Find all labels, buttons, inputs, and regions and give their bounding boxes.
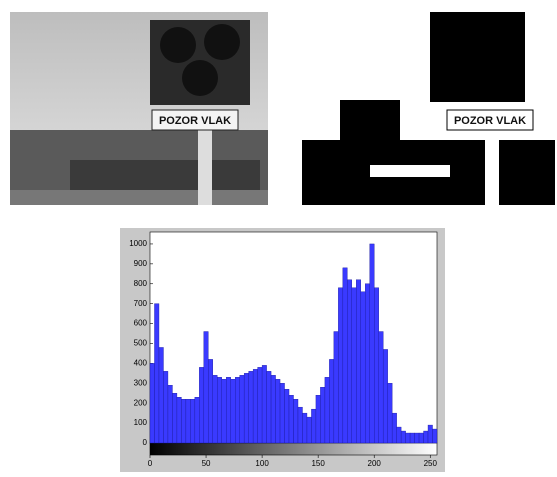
bar xyxy=(208,359,212,443)
bar xyxy=(374,288,378,443)
bar xyxy=(298,407,302,443)
bar xyxy=(356,280,360,443)
sign-text: POZOR VLAK xyxy=(159,115,231,127)
bar xyxy=(150,363,154,443)
bar xyxy=(172,393,176,443)
bar xyxy=(352,288,356,443)
bar xyxy=(177,397,181,443)
bar xyxy=(204,332,208,443)
bar xyxy=(361,292,365,443)
bar xyxy=(181,399,185,443)
bar xyxy=(379,332,383,443)
bar xyxy=(213,375,217,443)
bar xyxy=(226,377,230,443)
bar xyxy=(163,371,167,443)
bar xyxy=(231,379,235,443)
bar xyxy=(320,387,324,443)
bar xyxy=(258,367,262,443)
bar xyxy=(433,429,437,443)
y-tick-label: 100 xyxy=(134,418,148,427)
bar xyxy=(294,399,298,443)
bar xyxy=(267,371,271,443)
bar xyxy=(285,389,289,443)
sign-text: POZOR VLAK xyxy=(454,115,526,127)
bar xyxy=(428,425,432,443)
bar xyxy=(271,375,275,443)
y-tick-label: 600 xyxy=(134,319,148,328)
bar xyxy=(307,417,311,443)
bar xyxy=(410,433,414,443)
bar xyxy=(401,431,405,443)
bar xyxy=(199,367,203,443)
y-tick-label: 900 xyxy=(134,259,148,268)
bar xyxy=(289,395,293,443)
y-tick-label: 700 xyxy=(134,299,148,308)
bar xyxy=(280,383,284,443)
binary-photo: POZOR VLAK xyxy=(302,12,555,205)
bar xyxy=(334,332,338,443)
bar xyxy=(195,397,199,443)
colorbar xyxy=(150,443,437,455)
y-tick-label: 800 xyxy=(134,279,148,288)
bar xyxy=(253,369,257,443)
bar xyxy=(383,349,387,443)
bar xyxy=(338,288,342,443)
bar xyxy=(397,427,401,443)
bar xyxy=(217,377,221,443)
x-tick-label: 250 xyxy=(424,459,438,468)
bar xyxy=(159,347,163,443)
y-tick-label: 500 xyxy=(134,339,148,348)
bar xyxy=(302,413,306,443)
bar xyxy=(388,383,392,443)
bar xyxy=(154,304,158,443)
bar xyxy=(222,379,226,443)
x-tick-label: 100 xyxy=(255,459,269,468)
y-tick-label: 200 xyxy=(134,398,148,407)
bar xyxy=(190,399,194,443)
bar xyxy=(329,359,333,443)
x-tick-label: 200 xyxy=(368,459,382,468)
y-tick-label: 0 xyxy=(143,438,148,447)
bar xyxy=(235,377,239,443)
bar xyxy=(240,375,244,443)
bar xyxy=(276,379,280,443)
bar xyxy=(186,399,190,443)
bar xyxy=(316,395,320,443)
gray-photo: POZOR VLAK xyxy=(10,12,268,205)
bar xyxy=(325,377,329,443)
x-tick-label: 50 xyxy=(202,459,211,468)
x-tick-label: 150 xyxy=(311,459,325,468)
bar xyxy=(244,373,248,443)
x-tick-label: 0 xyxy=(148,459,153,468)
bar xyxy=(365,284,369,443)
page: POZOR VLAK POZOR VLAK 010020030040050060… xyxy=(0,0,557,472)
y-tick-label: 300 xyxy=(134,378,148,387)
bar xyxy=(415,433,419,443)
bar xyxy=(168,385,172,443)
bar xyxy=(249,371,253,443)
bar xyxy=(419,433,423,443)
bar xyxy=(347,280,351,443)
bar xyxy=(370,244,374,443)
bar xyxy=(406,433,410,443)
y-tick-label: 400 xyxy=(134,358,148,367)
bar xyxy=(343,268,347,443)
bar xyxy=(424,431,428,443)
bar xyxy=(311,409,315,443)
y-tick-label: 1000 xyxy=(129,239,147,248)
bar xyxy=(392,413,396,443)
bar xyxy=(262,365,266,443)
